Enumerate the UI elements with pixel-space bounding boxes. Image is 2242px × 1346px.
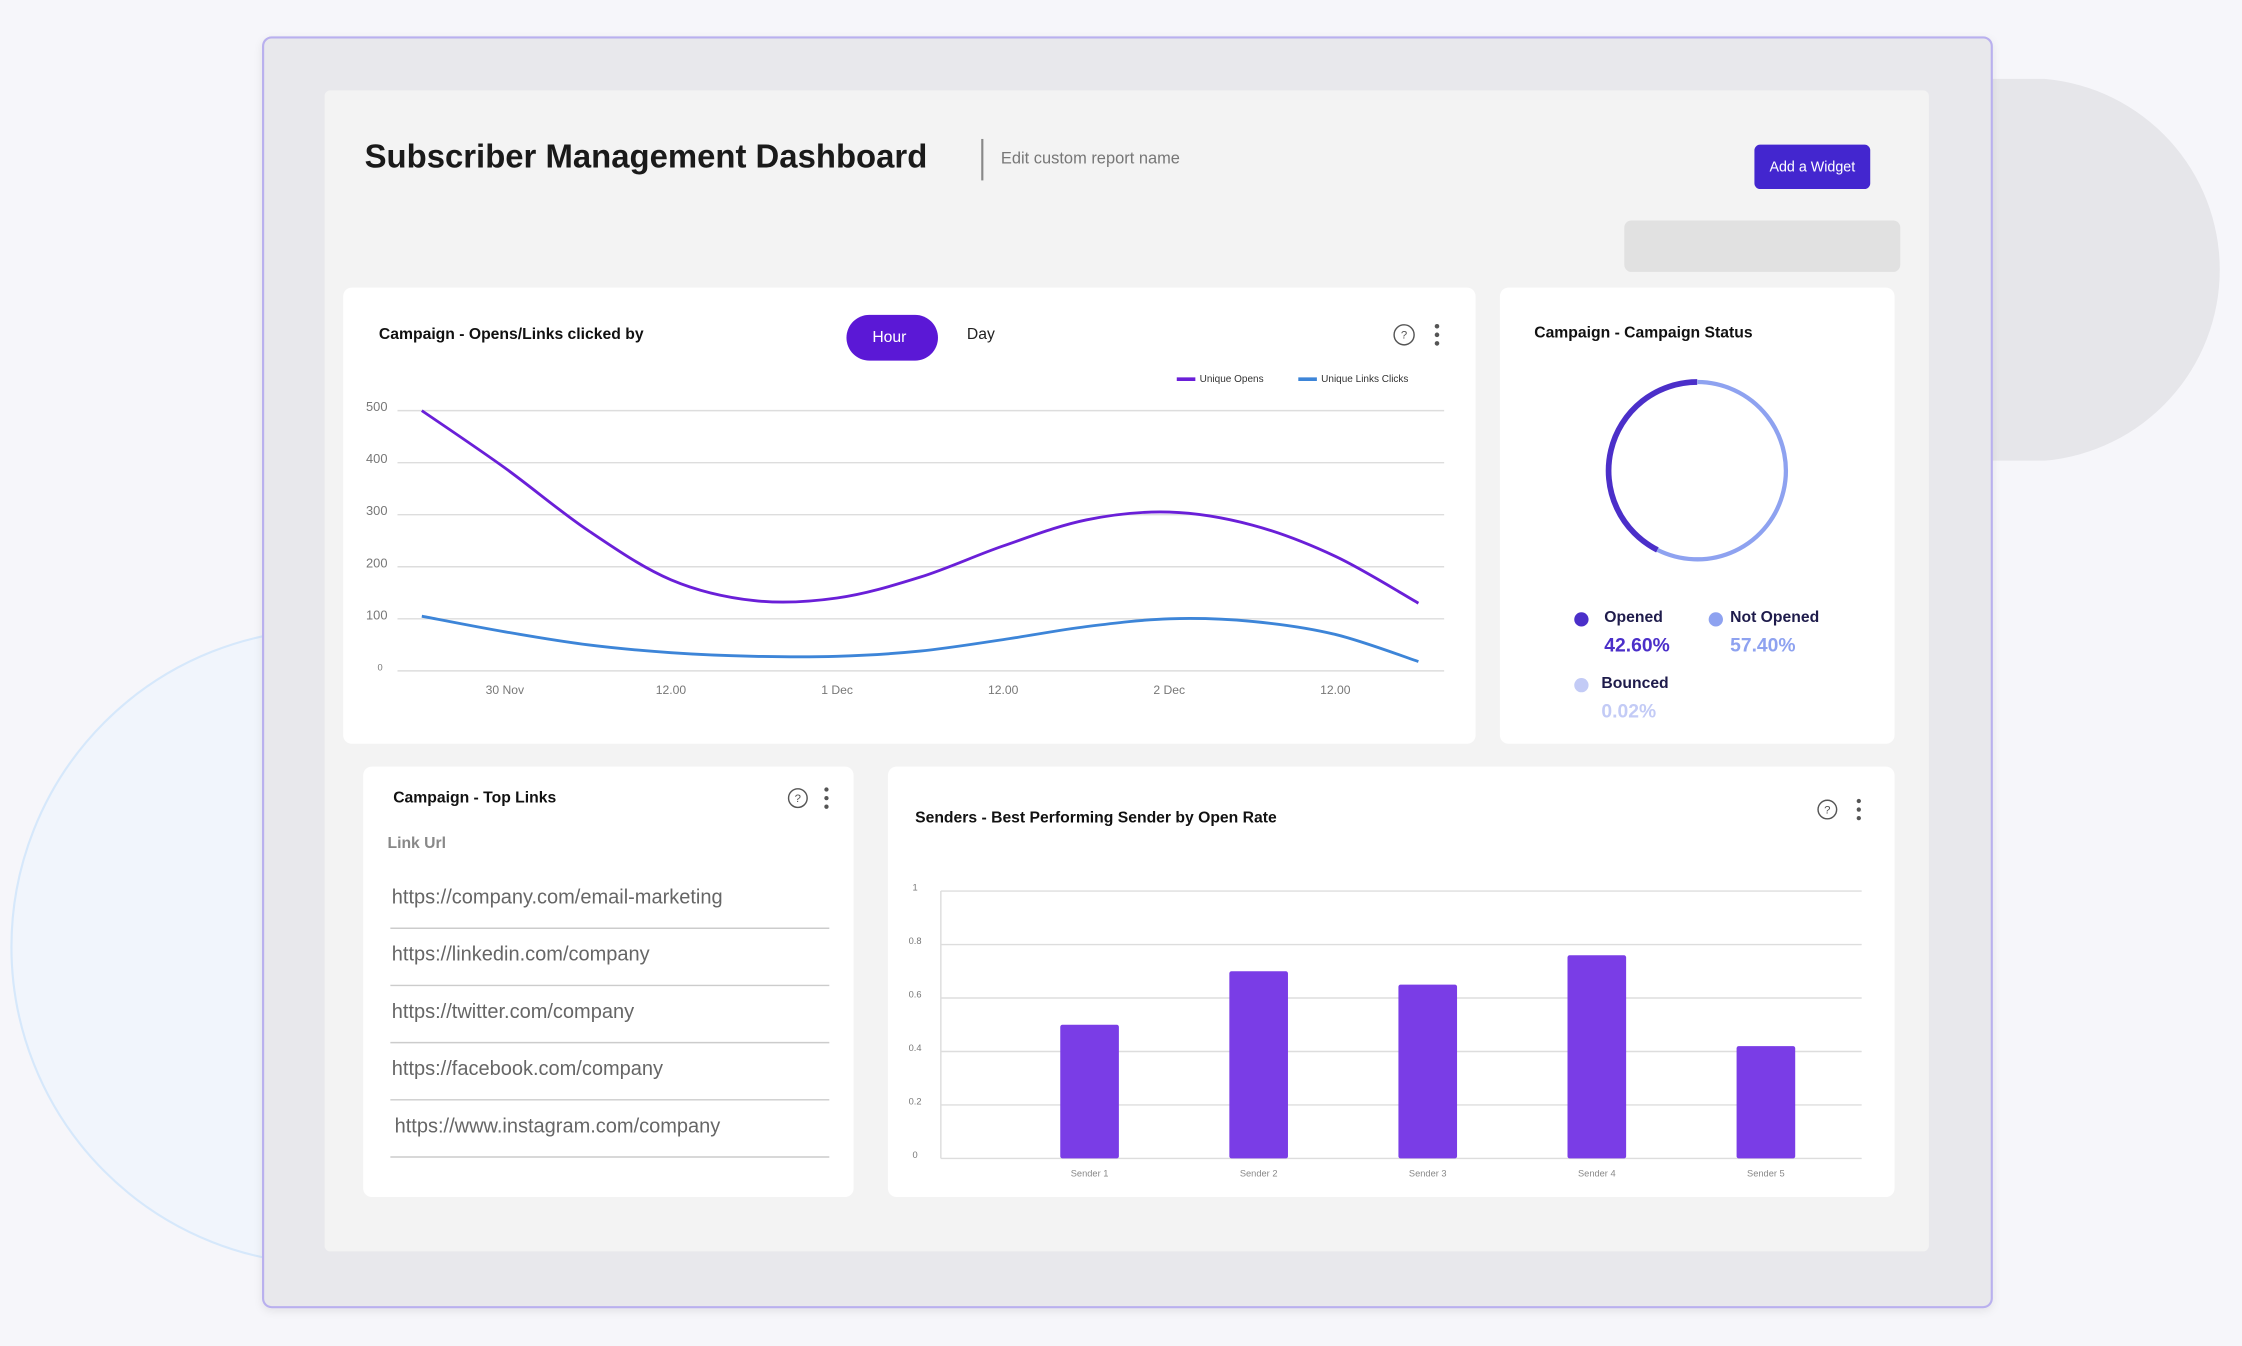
report-name[interactable]: Edit custom report name [1001,149,1180,167]
x-tick-label: Sender 2 [1240,1169,1278,1179]
y-tick-label: 0.2 [909,1097,922,1107]
bar [1398,984,1458,1159]
menu-icon[interactable] [1856,798,1861,821]
card-title: Campaign - Top Links [393,789,556,806]
x-tick-label: 1 Dec [821,683,853,697]
y-tick-label: 0.4 [909,1043,922,1053]
legend-label: Unique Links Clicks [1321,374,1408,385]
link-url: https://www.instagram.com/company [395,1115,721,1137]
svg-text:?: ? [1824,804,1830,816]
x-tick-label: 12.00 [988,683,1019,697]
card [363,766,854,1198]
add-widget-button[interactable] [1754,144,1871,189]
toggle-label[interactable]: Day [967,326,995,343]
series-line [421,614,1419,663]
link-url: https://linkedin.com/company [392,944,650,966]
link-url: https://facebook.com/company [392,1058,663,1080]
x-tick-label: Sender 1 [1071,1169,1109,1179]
legend-dot [1574,678,1589,693]
legend-label: Bounced [1601,675,1668,692]
dashboard-title: Subscriber Management Dashboard [365,138,928,175]
donut-segment [1656,379,1789,562]
card-title: Campaign - Campaign Status [1534,325,1753,342]
x-tick-label: 30 Nov [486,683,525,697]
y-tick-label: 0 [913,1150,918,1160]
add-widget-label[interactable]: Add a Widget [1769,159,1855,175]
y-tick-label: 200 [366,555,387,570]
legend-dot [1708,612,1723,627]
link-url: https://company.com/email-marketing [392,886,723,908]
x-tick-label: 12.00 [656,683,687,697]
y-tick-label: 0.8 [909,936,922,946]
donut-segment [1605,379,1698,553]
y-tick-label: 400 [366,451,387,466]
card [887,766,1895,1198]
toggle-active[interactable] [846,314,938,361]
placeholder-bar [1624,220,1901,272]
y-tick-label: 0.6 [909,990,922,1000]
menu-icon[interactable] [824,787,829,809]
y-tick-label: 300 [366,503,387,518]
y-tick-label: 500 [366,399,387,414]
link-url: https://twitter.com/company [392,1001,634,1023]
menu-icon[interactable] [1434,323,1440,346]
svg-text:?: ? [1401,330,1407,342]
series-line [420,409,1420,605]
x-tick-label: Sender 4 [1578,1169,1616,1179]
legend-dot [1574,612,1589,627]
bar [1567,955,1627,1159]
card-title: Senders - Best Performing Sender by Open… [915,809,1277,826]
help-icon[interactable]: ? [1817,799,1838,820]
bar [1736,1046,1796,1159]
toggle-label[interactable]: Hour [872,329,906,346]
svg-text:?: ? [795,793,801,805]
card-title: Campaign - Opens/Links clicked by [379,326,644,343]
column-header: Link Url [387,835,446,852]
x-tick-label: 12.00 [1320,683,1351,697]
legend-label: Not Opened [1730,609,1819,626]
help-icon[interactable]: ? [1393,324,1415,346]
legend-value: 42.60% [1604,636,1669,657]
bar [1060,1024,1119,1159]
x-tick-label: Sender 3 [1409,1169,1447,1179]
x-tick-label: Sender 5 [1747,1169,1785,1179]
bar [1229,971,1288,1159]
help-icon[interactable]: ? [787,788,808,809]
y-tick-label: 0 [377,662,382,672]
card [1499,287,1895,744]
x-tick-label: 2 Dec [1153,683,1185,697]
legend-value: 0.02% [1601,701,1656,722]
legend-value: 57.40% [1730,636,1795,657]
y-tick-label: 100 [366,607,387,622]
legend-label: Unique Opens [1200,374,1264,385]
y-tick-label: 1 [913,883,918,893]
legend-label: Opened [1604,609,1663,626]
card [343,287,1476,744]
